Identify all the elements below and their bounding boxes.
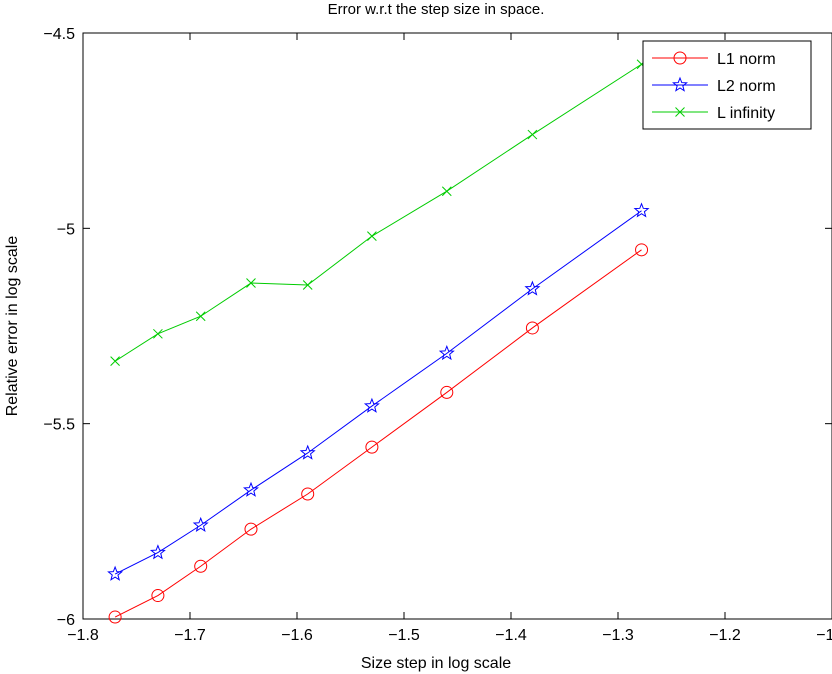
legend: L1 norm L2 norm L infinity [642,40,812,130]
x-tick-label: −1.3 [602,627,634,644]
x-tick-label: −1.5 [388,627,420,644]
data-point [525,321,539,335]
series-line [114,249,642,618]
legend-label: L infinity [717,105,775,122]
data-point [675,107,685,117]
legend-label: L1 norm [717,51,776,68]
data-point [194,559,208,573]
data-point [365,440,379,454]
data-point [244,522,258,536]
y-axis-label: Relative error in log scale [4,236,21,417]
x-tick-label: −1.8 [67,627,99,644]
x-tick-label: −1.7 [174,627,206,644]
x-tick-label: −1.1 [816,627,832,644]
data-point [438,344,455,361]
legend-item: L1 norm [652,51,776,68]
data-point [367,231,377,242]
x-tick-label: −1.6 [281,627,313,644]
data-point [246,278,256,288]
legend-item: L2 norm [652,76,776,95]
data-point [302,280,313,290]
data-point [108,610,122,624]
legend-label: L2 norm [717,78,776,95]
y-tick-label: −5 [57,221,75,238]
data-point [151,589,165,603]
y-axis: −6 −5.5 −5 −4.5 [43,26,832,629]
legend-item: L infinity [652,105,775,122]
data-point [107,565,124,581]
data-point [673,51,687,65]
series-layer [107,59,650,624]
x-axis: −1.8 −1.7 −1.6 −1.5 −1.4 −1.3 −1.2 −1.1 [67,33,832,644]
data-point [299,444,316,460]
data-point [192,516,209,533]
series-3 [110,59,647,367]
data-point [440,385,454,399]
data-point [672,76,688,92]
data-point [301,487,315,501]
x-tick-label: −1.4 [495,627,527,644]
data-point [441,186,452,197]
y-tick-label: −5.5 [43,417,75,434]
data-point [635,243,649,257]
series-line [114,210,642,575]
data-point [243,481,259,497]
data-point [527,129,538,140]
series-1 [108,243,649,624]
y-tick-label: −4.5 [43,26,75,43]
series-2 [107,202,650,581]
plot-area [82,32,832,620]
x-axis-label: Size step in log scale [361,655,511,672]
data-point [633,202,650,218]
x-tick-label: −1.2 [709,627,741,644]
data-point [153,328,163,339]
data-point [195,311,206,322]
data-point [524,280,541,296]
data-point [363,397,380,413]
data-point [149,544,166,560]
chart-title: Error w.r.t the step size in space. [328,1,545,18]
data-point [110,356,120,367]
y-tick-label: −6 [57,612,75,629]
